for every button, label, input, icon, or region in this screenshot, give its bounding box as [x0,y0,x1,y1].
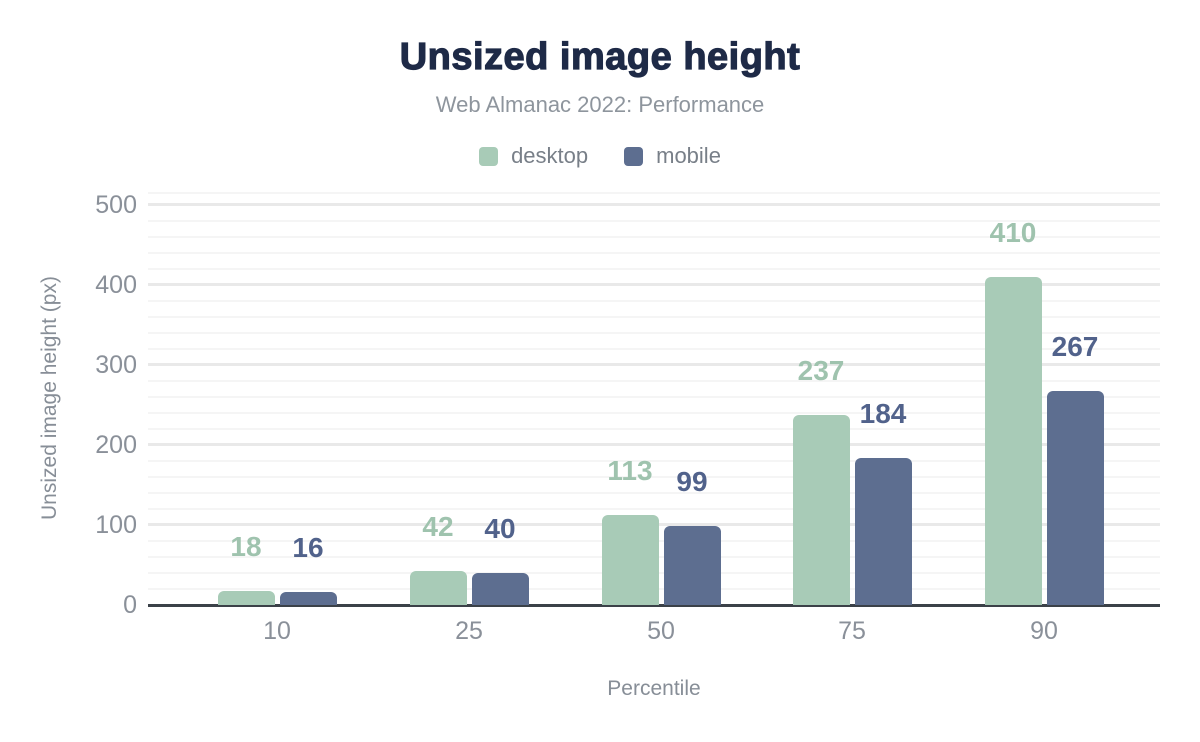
bar-desktop-p75 [792,415,850,605]
minor-gridline [148,268,1160,270]
x-tick-label: 50 [647,617,675,645]
bar-desktop-p90 [984,277,1042,605]
x-tick-label: 10 [263,617,291,645]
value-label-mobile-p90: 267 [1051,331,1099,363]
y-tick-label: 300 [95,351,137,379]
chart-title: Unsized image height [399,35,801,78]
bar-mobile-p75 [854,457,912,605]
legend-item-mobile: mobile [624,143,721,169]
value-label-mobile-p10: 16 [292,532,324,564]
x-tick-label: 75 [838,617,866,645]
minor-gridline [148,192,1160,194]
value-label-mobile-p25: 40 [484,513,516,544]
plot-area: 18 16 42 40 113 99 237 184 410 267 [148,192,1160,607]
bar-mobile-p90 [1046,391,1104,605]
bar-mobile-p25 [471,573,529,605]
value-label-desktop-p10: 18 [230,530,262,562]
x-tick-label: 90 [1030,617,1058,645]
legend-swatch-mobile [624,146,644,166]
bar-desktop-p50 [601,514,659,605]
y-tick-label: 0 [123,591,137,619]
value-label-desktop-p50: 113 [607,454,653,486]
y-axis-title: Unsized image height (px) [38,276,61,521]
legend: desktop mobile [0,143,1200,169]
value-label-desktop-p90: 410 [989,217,1037,248]
x-axis-line [148,604,1160,607]
value-label-mobile-p50: 99 [676,465,708,497]
bar-desktop-p10 [217,590,275,605]
bar-desktop-p25 [409,571,467,605]
chart-subtitle: Web Almanac 2022: Performance [435,92,765,117]
legend-item-desktop: desktop [479,143,588,169]
value-label-desktop-p25: 42 [422,511,454,543]
bar-mobile-p10 [279,592,337,605]
legend-label-mobile: mobile [656,143,721,168]
y-tick-label: 500 [95,191,137,219]
minor-gridline [148,252,1160,254]
legend-swatch-desktop [479,146,499,166]
legend-label-desktop: desktop [511,143,589,168]
x-axis-title: Percentile [607,677,701,700]
value-label-desktop-p75: 237 [797,355,845,387]
x-tick-label: 25 [455,617,483,645]
y-tick-label: 200 [95,431,137,459]
y-tick-label: 400 [95,271,137,299]
bar-mobile-p50 [663,525,721,605]
major-gridline [148,203,1160,206]
y-tick-label: 100 [95,511,137,539]
value-label-mobile-p75: 184 [859,397,907,429]
